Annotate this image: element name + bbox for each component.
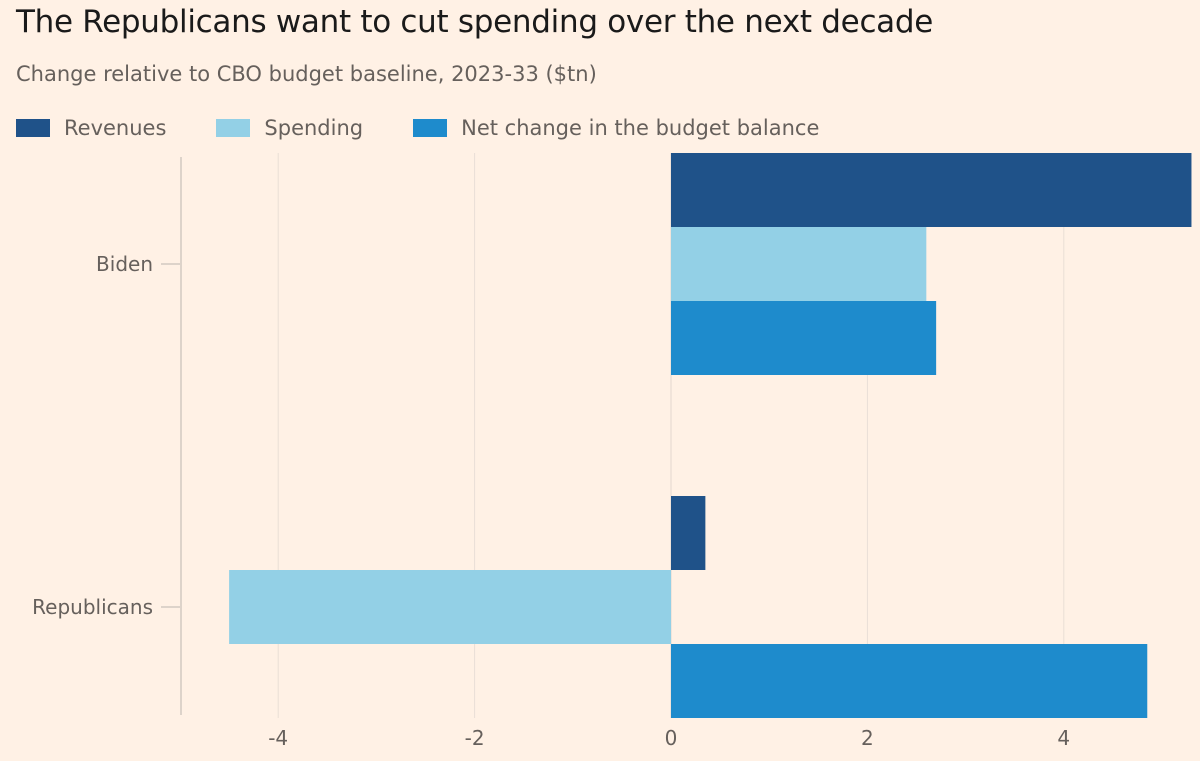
x-tick-label: 0 (665, 726, 678, 750)
bar-biden-spending (671, 227, 927, 301)
bar-republicans-spending (229, 570, 671, 644)
bar-biden-net-change-in-the-budget-balance (671, 301, 937, 375)
bar-biden-revenues (671, 153, 1192, 227)
x-tick-label: -4 (268, 726, 288, 750)
chart-title: The Republicans want to cut spending ove… (16, 4, 934, 40)
legend-label-revenues: Revenues (64, 116, 167, 140)
legend-swatch-net-change (413, 119, 448, 137)
legend-label-net-change: Net change in the budget balance (461, 116, 820, 140)
legend: Revenues Spending Net change in the budg… (16, 116, 869, 140)
category-label: Republicans (32, 595, 153, 619)
legend-item-net-change: Net change in the budget balance (413, 116, 819, 140)
x-tick-label: 2 (861, 726, 874, 750)
bar-republicans-net-change-in-the-budget-balance (671, 644, 1148, 718)
legend-swatch-spending (216, 119, 251, 137)
legend-item-revenues: Revenues (16, 116, 166, 140)
chart-subtitle: Change relative to CBO budget baseline, … (16, 62, 597, 86)
category-label: Biden (96, 252, 153, 276)
legend-swatch-revenues (16, 119, 50, 137)
legend-label-spending: Spending (264, 116, 364, 140)
x-tick-label: -2 (465, 726, 485, 750)
legend-item-spending: Spending (216, 116, 363, 140)
x-tick-label: 4 (1057, 726, 1070, 750)
bar-republicans-revenues (671, 496, 706, 570)
